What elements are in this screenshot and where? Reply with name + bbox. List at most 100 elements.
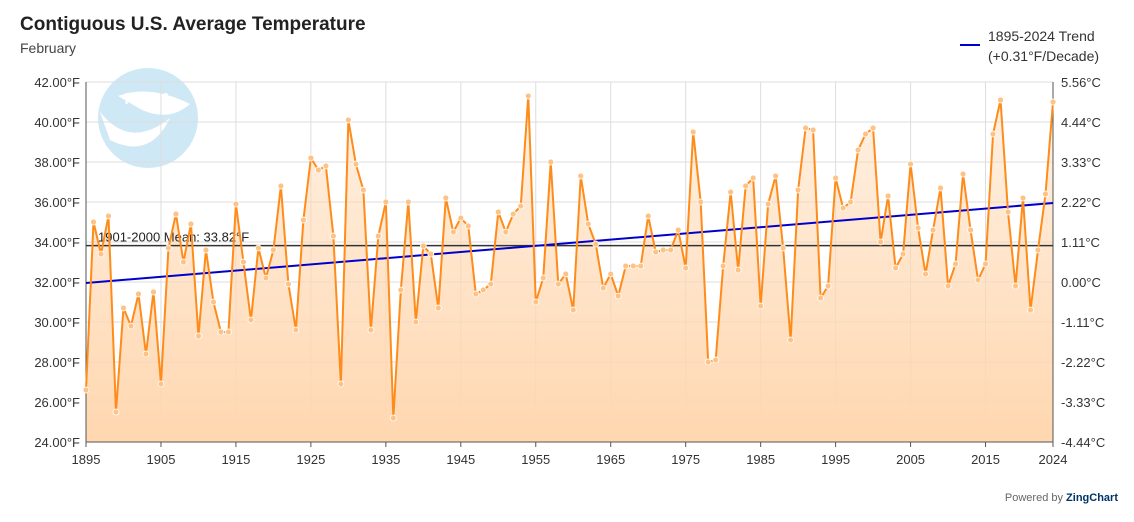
data-point[interactable] [772, 172, 780, 180]
data-point[interactable] [180, 258, 187, 266]
data-point[interactable] [532, 298, 540, 306]
data-point[interactable] [832, 174, 840, 182]
data-point[interactable] [494, 208, 502, 216]
markers[interactable] [82, 92, 1057, 422]
data-point[interactable] [854, 146, 862, 154]
data-point[interactable] [412, 318, 420, 326]
data-point[interactable] [434, 304, 442, 312]
data-point[interactable] [217, 328, 225, 336]
data-point[interactable] [1034, 246, 1042, 254]
data-point[interactable] [165, 244, 172, 252]
data-point[interactable] [749, 174, 757, 182]
data-point[interactable] [112, 408, 120, 416]
data-point[interactable] [120, 304, 127, 312]
data-point[interactable] [877, 238, 884, 246]
data-point[interactable] [389, 414, 397, 422]
data-point[interactable] [622, 262, 630, 270]
data-point[interactable] [862, 130, 869, 138]
data-point[interactable] [652, 248, 660, 256]
data-point[interactable] [404, 198, 412, 206]
data-point[interactable] [817, 294, 825, 302]
data-point[interactable] [1042, 190, 1049, 198]
data-point[interactable] [629, 262, 637, 270]
data-point[interactable] [150, 288, 157, 296]
data-point[interactable] [704, 358, 712, 366]
data-point[interactable] [314, 166, 322, 174]
data-point[interactable] [172, 210, 180, 218]
data-point[interactable] [502, 228, 510, 236]
data-point[interactable] [337, 380, 345, 388]
data-point[interactable] [697, 198, 705, 206]
data-point[interactable] [614, 292, 622, 300]
data-point[interactable] [105, 212, 112, 220]
data-point[interactable] [907, 160, 914, 168]
data-point[interactable] [487, 280, 495, 288]
data-point[interactable] [1004, 208, 1012, 216]
data-point[interactable] [157, 380, 165, 388]
data-point[interactable] [517, 202, 525, 210]
data-point[interactable] [382, 198, 390, 206]
data-point[interactable] [127, 322, 135, 330]
data-point[interactable] [892, 264, 899, 272]
data-point[interactable] [607, 270, 615, 278]
data-point[interactable] [524, 92, 532, 100]
data-point[interactable] [1049, 98, 1057, 106]
data-point[interactable] [824, 282, 832, 290]
data-point[interactable] [142, 350, 150, 358]
data-point[interactable] [329, 232, 337, 240]
data-point[interactable] [232, 200, 240, 208]
data-point[interactable] [592, 240, 600, 248]
data-point[interactable] [599, 284, 607, 292]
data-point[interactable] [322, 162, 330, 170]
data-point[interactable] [344, 116, 352, 124]
data-point[interactable] [225, 328, 232, 336]
data-point[interactable] [734, 266, 742, 274]
data-point[interactable] [97, 250, 105, 258]
data-point[interactable] [262, 274, 270, 282]
data-point[interactable] [847, 198, 855, 206]
data-point[interactable] [1027, 306, 1034, 314]
data-point[interactable] [307, 154, 315, 162]
data-point[interactable] [899, 250, 907, 258]
data-point[interactable] [352, 160, 360, 168]
data-point[interactable] [90, 218, 97, 226]
data-point[interactable] [884, 192, 892, 200]
data-point[interactable] [944, 282, 952, 290]
data-point[interactable] [659, 246, 667, 254]
data-point[interactable] [547, 158, 555, 166]
data-point[interactable] [787, 336, 795, 344]
data-point[interactable] [869, 124, 877, 132]
data-point[interactable] [794, 186, 802, 194]
data-point[interactable] [240, 258, 247, 266]
data-point[interactable] [562, 270, 570, 278]
data-point[interactable] [509, 210, 517, 218]
data-point[interactable] [397, 286, 405, 294]
data-point[interactable] [967, 226, 974, 234]
data-point[interactable] [255, 244, 262, 252]
data-point[interactable] [449, 228, 457, 236]
data-point[interactable] [247, 316, 255, 324]
data-point[interactable] [712, 356, 720, 364]
data-point[interactable] [367, 326, 375, 334]
data-point[interactable] [667, 246, 675, 254]
data-point[interactable] [764, 200, 772, 208]
data-point[interactable] [802, 124, 810, 132]
data-point[interactable] [539, 274, 547, 282]
data-point[interactable] [637, 262, 645, 270]
data-point[interactable] [457, 214, 465, 222]
data-point[interactable] [292, 326, 300, 334]
data-point[interactable] [82, 386, 90, 394]
data-point[interactable] [689, 128, 697, 136]
data-point[interactable] [277, 182, 285, 190]
data-point[interactable] [839, 204, 847, 212]
data-point[interactable] [719, 262, 727, 270]
data-point[interactable] [442, 194, 450, 202]
data-point[interactable] [135, 290, 142, 298]
data-point[interactable] [644, 212, 652, 220]
data-point[interactable] [952, 260, 959, 268]
data-point[interactable] [202, 246, 210, 254]
data-point[interactable] [1019, 194, 1027, 202]
data-point[interactable] [195, 332, 202, 340]
data-point[interactable] [989, 130, 997, 138]
data-point[interactable] [937, 184, 944, 192]
